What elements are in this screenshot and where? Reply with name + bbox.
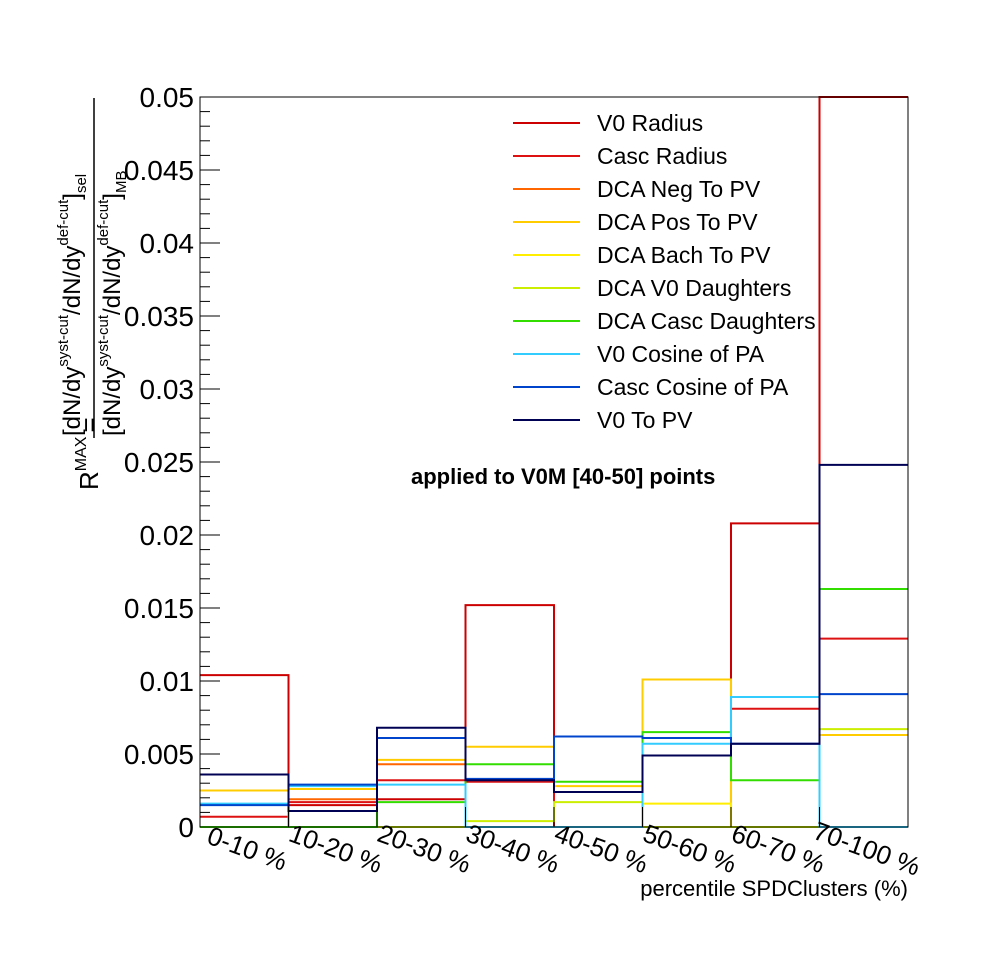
y-title-num-sup2: def-cut [55,199,72,246]
y-tick-label: 0.015 [124,593,194,624]
y-tick-label: 0.05 [140,82,195,113]
legend-entry: DCA Pos To PV [597,209,758,235]
y-tick-label: 0.01 [140,666,195,697]
y-title-den-close: ] [99,193,126,200]
y-tick-label: 0.04 [140,228,195,259]
x-axis: 0-10 %10-20 %20-30 %30-40 %40-50 %50-60 … [199,807,924,882]
y-title-num-mid: /dN/dy [59,246,86,315]
svg-text:[dN/dysyst-cut/dN/dydef-cut]se: [dN/dysyst-cut/dN/dydef-cut]sel [55,174,90,436]
y-title-den-sup2: def-cut [95,199,112,246]
y-tick-label: 0.025 [124,447,194,478]
y-title-den-mid: /dN/dy [99,246,126,315]
y-tick-label: 0.02 [140,520,195,551]
x-category-label: 70-100 % [809,815,924,881]
legend-entry: V0 To PV [597,407,693,433]
y-title-den-main: [dN/dy [99,367,126,436]
y-axis: 0 0.005 0.01 0.015 0.02 0.025 0.03 0.035 0.04 0.0… [124,82,220,843]
y-tick-label: 0 [178,812,194,843]
x-category-label: 0-10 % [203,820,291,876]
y-title-eq: = [74,417,104,432]
legend-entry: DCA Neg To PV [597,176,761,202]
legend-entry: DCA V0 Daughters [597,275,791,301]
y-title-num-sup1: syst-cut [55,314,72,367]
y-title-num-sub: sel [73,174,90,193]
legend-entry: Casc Cosine of PA [597,374,789,400]
legend-entry: V0 Radius [597,110,703,136]
legend-entry: DCA Casc Daughters [597,308,816,334]
svg-text:RMAX=: RMAX = [73,417,104,490]
y-tick-label: 0.005 [124,739,194,770]
legend: V0 Radius Casc Radius DCA Neg To PV DCA Pos… [513,110,816,433]
y-title-num-main: [dN/dy [59,367,86,436]
legend-entry: V0 Cosine of PA [597,341,765,367]
series-line-9 [200,463,908,812]
annotation: applied to V0M [40-50] points [411,464,715,489]
legend-entry: Casc Radius [597,143,727,169]
legend-entry: DCA Bach To PV [597,242,771,268]
y-title-lhs: R [74,471,104,490]
x-axis-title: percentile SPDClusters (%) [640,876,908,901]
y-tick-label: 0.03 [140,374,195,405]
series-layer [200,96,908,828]
y-title-den-sub: MB [113,171,130,194]
series-line-0 [200,96,908,828]
y-tick-label: 0.035 [124,301,194,332]
y-title-den-sup1: syst-cut [95,314,112,367]
y-axis-title: RMAX= [dN/dysyst-cut/dN/dydef-cut]sel [d… [55,98,130,490]
y-tick-label: 0.045 [124,155,194,186]
svg-text:[dN/dysyst-cut/dN/dydef-cut]MB: [dN/dysyst-cut/dN/dydef-cut]MB [95,171,130,436]
y-title-lhs-sup: MAX [73,436,90,471]
y-title-num-close: ] [59,193,86,200]
